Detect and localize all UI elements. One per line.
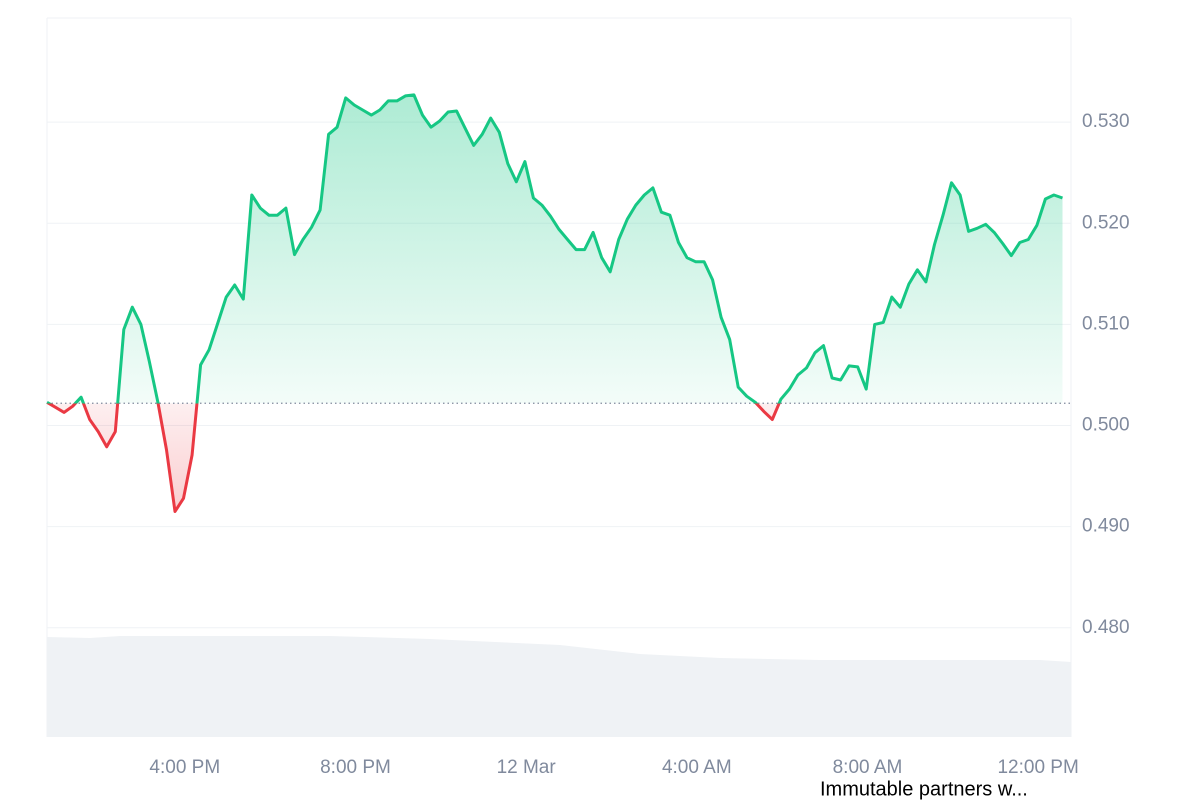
x-tick-label: 12 Mar [497, 757, 557, 778]
x-tick-label: 4:00 PM [149, 757, 220, 778]
volume-area [47, 636, 1071, 737]
x-tick-label: 8:00 AM [833, 757, 903, 778]
area [47, 94, 1063, 512]
x-tick-label: 8:00 PM [320, 757, 391, 778]
x-tick-label: 12:00 PM [997, 757, 1078, 778]
y-tick-label: 0.530 [1082, 111, 1130, 132]
x-tick-label: 4:00 AM [662, 757, 732, 778]
y-tick-label: 0.480 [1082, 617, 1130, 638]
annotation: Immutable partners w... [820, 778, 1028, 800]
y-tick-label: 0.500 [1082, 415, 1130, 436]
y-tick-label: 0.490 [1082, 516, 1130, 537]
y-tick-label: 0.520 [1082, 212, 1130, 233]
plot-layer: 0.480 0.490 0.500 0.510 0.520 0.530 4:00 PM 8:0… [46, 93, 1130, 778]
price-line [46, 93, 1063, 513]
y-tick-label: 0.510 [1082, 313, 1130, 334]
